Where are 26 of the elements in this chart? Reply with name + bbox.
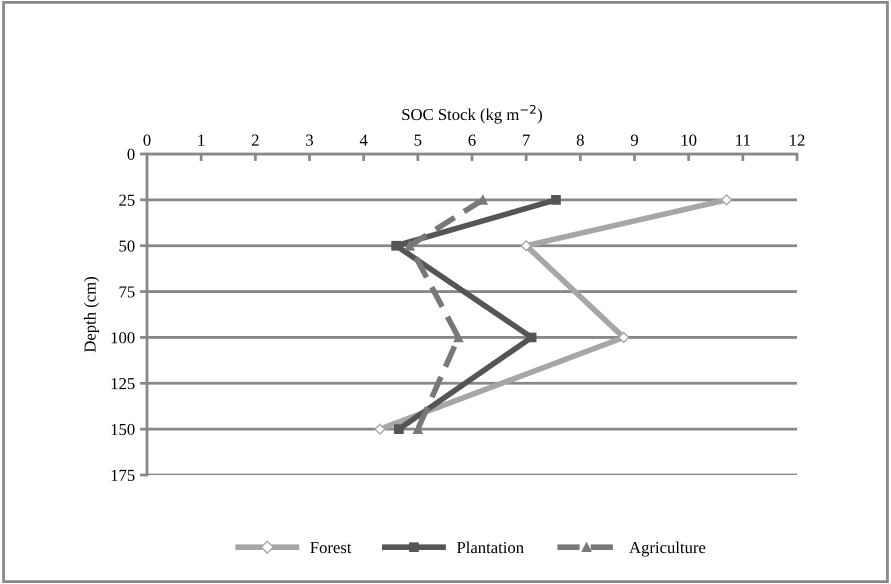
x-tick-label: 1 bbox=[198, 134, 204, 146]
x-tick-label: 2 bbox=[252, 134, 259, 146]
x-tick-label: 10 bbox=[682, 134, 696, 146]
x-tick-label: 12 bbox=[790, 134, 804, 146]
y-tick-label: 0 bbox=[127, 148, 135, 160]
x-tick-label: 4 bbox=[360, 134, 368, 146]
x-tick-label: 7 bbox=[523, 134, 530, 146]
x-tick-label: 8 bbox=[576, 134, 584, 146]
x-tick-label: 5 bbox=[414, 134, 422, 146]
legend-label: Forest bbox=[310, 542, 352, 554]
y-tick-label: 100 bbox=[112, 332, 135, 344]
x-tick-label: 3 bbox=[306, 134, 314, 146]
legend-label: Plantation bbox=[456, 541, 524, 554]
x-axis-title: SOC Stock (kg m$^{−2}$) bbox=[402, 104, 542, 124]
x-tick-label: 9 bbox=[630, 134, 638, 146]
x-tick-label: 11 bbox=[736, 134, 750, 146]
y-tick-label: 125 bbox=[112, 378, 135, 390]
y-tick-label: 50 bbox=[119, 240, 135, 252]
y-tick-label: 150 bbox=[112, 424, 135, 436]
legend-label: Agriculture bbox=[629, 541, 706, 557]
y-axis-title: Depth (cm) bbox=[84, 277, 100, 352]
y-tick-label: 25 bbox=[119, 194, 135, 206]
x-tick-label: 6 bbox=[468, 134, 476, 146]
y-tick-label: 75 bbox=[120, 286, 135, 298]
y-tick-label: 175 bbox=[112, 470, 135, 481]
x-tick-label: 0 bbox=[143, 134, 151, 146]
